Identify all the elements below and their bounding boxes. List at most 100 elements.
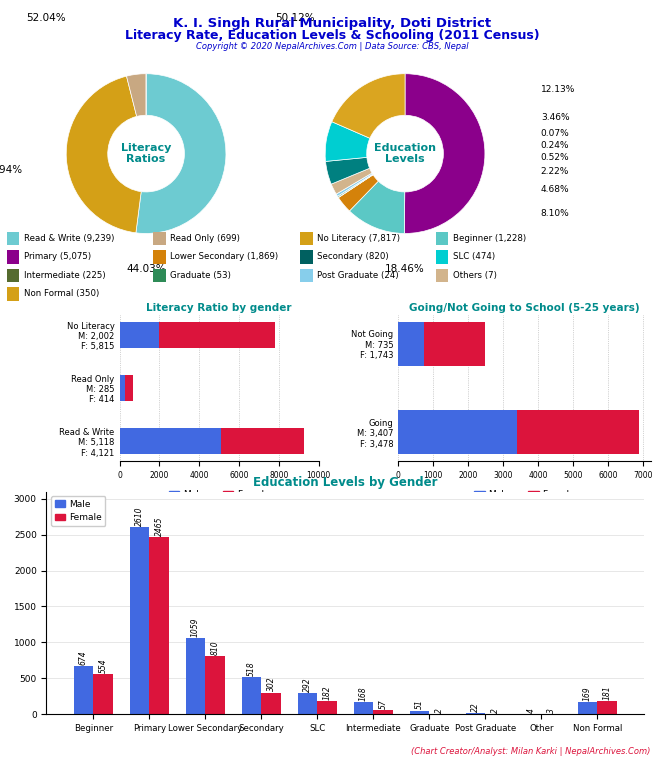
Text: Literacy Rate, Education Levels & Schooling (2011 Census): Literacy Rate, Education Levels & School… [125, 29, 539, 42]
Legend: Male, Female: Male, Female [165, 487, 274, 503]
Wedge shape [339, 175, 378, 211]
Text: 182: 182 [323, 686, 331, 700]
Text: 12.13%: 12.13% [540, 85, 575, 94]
Text: Intermediate (225): Intermediate (225) [24, 271, 105, 280]
Text: Read & Write (9,239): Read & Write (9,239) [24, 234, 114, 243]
Wedge shape [331, 168, 372, 194]
Bar [186, 638, 205, 714]
Wedge shape [338, 174, 373, 197]
Text: Primary (5,075): Primary (5,075) [24, 253, 91, 261]
Text: 810: 810 [210, 641, 220, 655]
Text: 2.22%: 2.22% [540, 167, 569, 176]
Text: 51: 51 [415, 700, 424, 710]
Bar [373, 710, 393, 714]
Text: Post Graduate (24): Post Graduate (24) [317, 271, 398, 280]
Bar [7, 269, 19, 282]
Wedge shape [127, 74, 146, 117]
Bar [7, 232, 19, 245]
Legend: Male, Female: Male, Female [51, 496, 106, 526]
Title: Going/Not Going to School (5-25 years): Going/Not Going to School (5-25 years) [409, 303, 640, 313]
Bar [578, 702, 598, 714]
Wedge shape [66, 76, 141, 233]
Text: 302: 302 [266, 677, 276, 691]
Wedge shape [336, 173, 373, 197]
Bar [120, 375, 125, 401]
Text: 2610: 2610 [135, 506, 144, 525]
Bar [120, 428, 222, 454]
Bar [7, 287, 19, 300]
Bar [436, 250, 448, 263]
Wedge shape [325, 157, 370, 184]
Wedge shape [349, 181, 405, 233]
Bar [153, 269, 166, 282]
Text: 3.94%: 3.94% [0, 164, 23, 174]
Text: Copyright © 2020 NepalArchives.Com | Data Source: CBS, Nepal: Copyright © 2020 NepalArchives.Com | Dat… [196, 42, 468, 51]
Text: 2: 2 [435, 708, 444, 713]
Text: 44.03%: 44.03% [126, 264, 166, 274]
Bar [159, 322, 276, 348]
Text: 18.46%: 18.46% [385, 264, 425, 274]
Bar [398, 322, 424, 366]
Text: 4: 4 [527, 708, 536, 713]
Text: SLC (474): SLC (474) [453, 253, 495, 261]
Bar [317, 701, 337, 714]
Title: Literacy Ratio by gender: Literacy Ratio by gender [146, 303, 292, 313]
Text: No Literacy (7,817): No Literacy (7,817) [317, 234, 400, 243]
Text: 0.24%: 0.24% [540, 141, 569, 150]
Bar [153, 232, 166, 245]
Text: Beginner (1,228): Beginner (1,228) [453, 234, 526, 243]
Bar [598, 701, 617, 714]
Text: 0.52%: 0.52% [540, 153, 570, 162]
Bar [129, 527, 149, 714]
Text: Education
Levels: Education Levels [374, 143, 436, 164]
Bar [125, 375, 133, 401]
Text: 0.07%: 0.07% [540, 129, 570, 138]
Title: Education Levels by Gender: Education Levels by Gender [253, 476, 438, 489]
Text: 50.12%: 50.12% [276, 13, 315, 23]
Text: Secondary (820): Secondary (820) [317, 253, 388, 261]
Text: 292: 292 [303, 677, 312, 692]
Text: 8.10%: 8.10% [540, 209, 570, 218]
Text: 3: 3 [546, 708, 556, 713]
Bar [300, 232, 313, 245]
Bar [261, 693, 281, 714]
Text: 169: 169 [583, 687, 592, 701]
Bar [398, 410, 517, 454]
Text: 1059: 1059 [191, 617, 200, 637]
Bar [300, 250, 313, 263]
Text: 168: 168 [359, 687, 368, 701]
Text: Non Formal (350): Non Formal (350) [24, 290, 99, 298]
Wedge shape [404, 74, 485, 233]
Text: Literacy
Ratios: Literacy Ratios [121, 143, 171, 164]
Text: 22: 22 [471, 702, 480, 712]
Bar [222, 428, 303, 454]
Bar [436, 269, 448, 282]
Text: 2465: 2465 [155, 517, 163, 536]
Text: Lower Secondary (1,869): Lower Secondary (1,869) [171, 253, 278, 261]
Text: 52.04%: 52.04% [27, 13, 66, 23]
Bar [153, 250, 166, 263]
Bar [424, 322, 485, 366]
Wedge shape [337, 174, 373, 197]
Bar [436, 232, 448, 245]
Text: 181: 181 [603, 686, 612, 700]
Wedge shape [332, 74, 405, 138]
Text: 57: 57 [378, 700, 388, 709]
Text: Others (7): Others (7) [453, 271, 497, 280]
Wedge shape [325, 121, 370, 161]
Bar [297, 694, 317, 714]
Text: (Chart Creator/Analyst: Milan Karki | NepalArchives.Com): (Chart Creator/Analyst: Milan Karki | Ne… [411, 747, 651, 756]
Text: 3.46%: 3.46% [540, 113, 570, 122]
Text: Read Only (699): Read Only (699) [171, 234, 240, 243]
Bar [74, 666, 93, 714]
Bar [242, 677, 261, 714]
Text: 4.68%: 4.68% [540, 185, 570, 194]
Text: 518: 518 [247, 661, 256, 676]
Bar [300, 269, 313, 282]
Text: Graduate (53): Graduate (53) [171, 271, 231, 280]
Bar [149, 537, 169, 714]
Bar [410, 710, 430, 714]
Text: 554: 554 [98, 659, 108, 674]
Bar [517, 410, 639, 454]
Bar [93, 674, 113, 714]
